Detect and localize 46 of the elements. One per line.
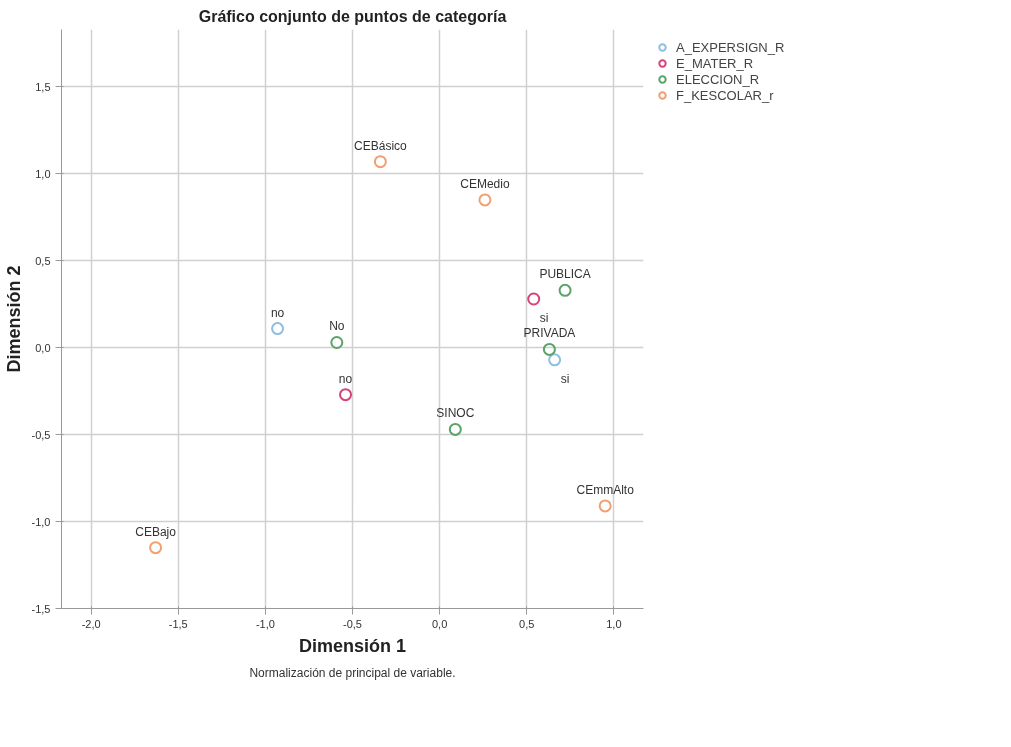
x-tick-label: 0,5 [519, 617, 535, 630]
legend-label: A_EXPERSIGN_R [676, 39, 785, 55]
legend-label: F_KESCOLAR_r [676, 87, 774, 103]
y-tick-label: 1,5 [35, 80, 51, 93]
x-tick-label: -2,0 [81, 617, 101, 630]
y-tick-label: -1,0 [31, 515, 51, 528]
annotation: si [560, 371, 570, 386]
x-axis-title: Dimensión 1 [298, 635, 407, 656]
x-tick-label: -0,5 [343, 617, 362, 630]
point [478, 193, 492, 207]
point [598, 499, 612, 513]
point [558, 283, 572, 297]
point [330, 335, 344, 349]
annotation: PRIVADA [523, 326, 576, 341]
point [448, 422, 462, 436]
annotation: no [338, 371, 353, 386]
point [271, 322, 285, 336]
point [373, 155, 387, 169]
annotation: PUBLICA [539, 267, 591, 282]
y-tick-label: -1,5 [31, 602, 51, 615]
annotation: no [270, 305, 285, 320]
annotation: si [539, 311, 549, 325]
annotation: SINOC [436, 406, 475, 421]
x-tick-label: -1,0 [255, 617, 275, 630]
point [149, 541, 163, 555]
annotation: CEBajo [135, 524, 177, 539]
annotation: CEmmAlto [576, 482, 635, 497]
point [548, 353, 562, 367]
y-axis-title: Dimensión 2 [3, 265, 24, 373]
x-tick-label: 0,0 [431, 617, 448, 630]
y-tick-label: 0,0 [35, 341, 51, 354]
x-tick-label: 1,0 [606, 617, 622, 630]
point [542, 342, 556, 356]
text: Normalización de principal de variable. [249, 665, 456, 680]
y-tick-label: -0,5 [31, 428, 51, 441]
y-tick-label: 0,5 [35, 254, 51, 267]
y-tick-label: 1,0 [35, 167, 51, 180]
legend-label: E_MATER_R [676, 55, 754, 71]
x-tick-label: -1,5 [168, 617, 188, 630]
legend-label: ELECCION_R [676, 71, 760, 87]
annotation: CEBásico [354, 138, 408, 153]
chart-title: Gráfico conjunto de puntos de categoría [198, 7, 507, 25]
annotation: No [329, 319, 345, 334]
point [527, 292, 541, 306]
point [339, 388, 353, 402]
annotation: CEMedio [460, 176, 510, 191]
